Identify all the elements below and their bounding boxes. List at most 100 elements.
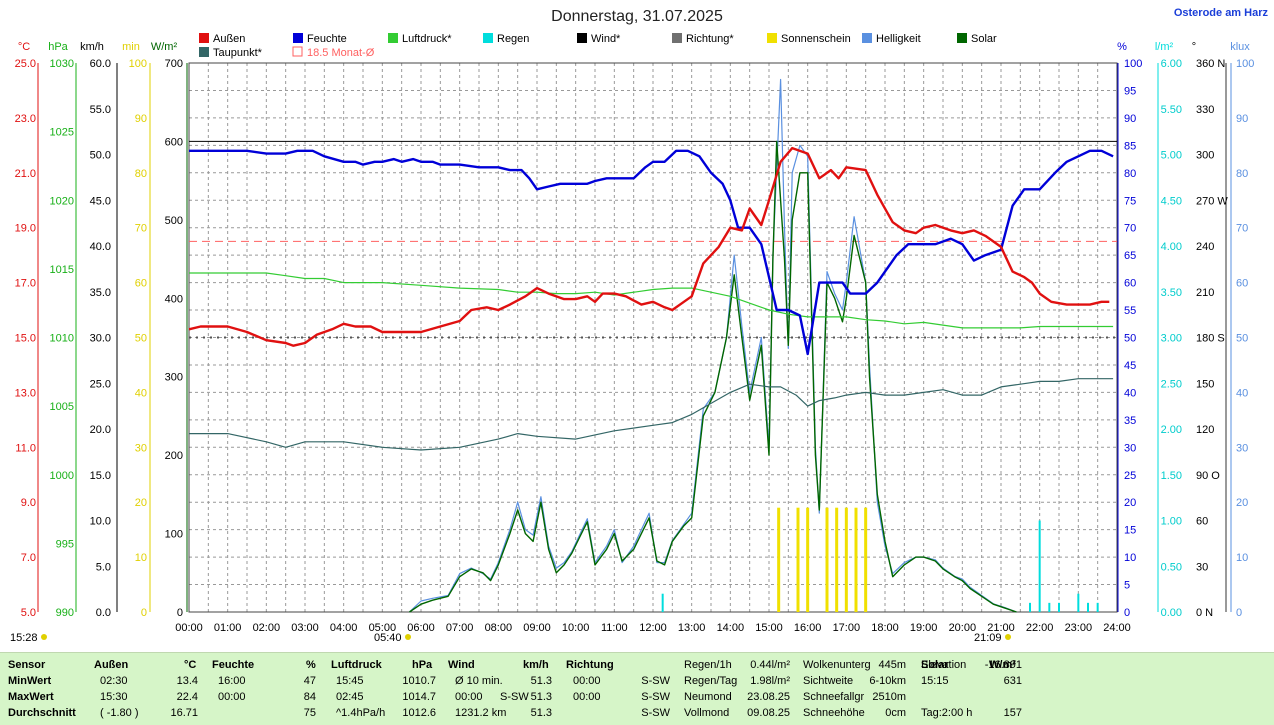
tick-label: 5.0 [96,561,111,573]
hdr-druck: Luftdruck [331,659,382,671]
tick-label: 30 [135,442,147,454]
tick-label: 50 [135,333,147,345]
rain-bar [1087,602,1089,612]
hdr-wind: Wind [448,659,475,671]
x-tick-label: 05:00 [369,622,397,634]
richtung-value: S-SW [641,707,670,719]
tick-label: 40 [135,387,147,399]
richtung-value: S-SW [641,675,670,687]
feuchte-time: 00:00 [218,691,246,703]
x-tick-label: 20:00 [949,622,977,634]
misc-label: Vollmond [684,707,730,719]
tick-label: 45.0 [90,195,111,207]
tick-label: 21.0 [15,168,36,180]
wind-value: 51.3 [530,691,552,703]
misc-value: 23.08.25 [747,691,790,703]
tick-label: 20 [1236,497,1248,509]
tick-label: 0.50 [1161,561,1182,573]
tick-label: 990 [56,607,74,619]
x-tick-label: 00:00 [175,622,203,634]
hdr-feuchte: Feuchte [212,659,255,671]
wind-direction: S-SW [500,691,529,703]
tick-label: 90 O [1196,470,1220,482]
legend-label: Regen [497,33,529,45]
sunshine-bar [864,507,868,612]
tick-label: 1020 [50,195,74,207]
misc-label: Regen/1h [684,659,732,671]
misc-label: Tag:2:00 h [921,707,973,719]
tick-label: 65 [1124,250,1136,262]
x-tick-label: 02:00 [253,622,281,634]
x-tick-label: 22:00 [1026,622,1054,634]
tick-label: 5 [1124,580,1130,592]
sunshine-bar [777,507,781,612]
legend-swatch [862,33,872,43]
feuchte-value: 84 [303,691,316,703]
misc-value: 0cm [885,707,906,719]
tick-label: 80 [1124,168,1136,180]
aussen-time: 15:30 [100,691,128,703]
legend-swatch [388,33,398,43]
tick-label: 150 [1196,378,1214,390]
misc-label: Neumond [684,691,732,703]
misc-label: Wolkenunterg [803,659,871,671]
tick-label: 30.0 [90,333,111,345]
aussen-value: 22.4 [176,691,198,703]
rain-bar [1029,602,1031,612]
tick-label: 50.0 [90,150,111,162]
legend-swatch [199,33,209,43]
misc-label: Regen/Tag [684,675,738,687]
rain-bar [1096,602,1099,612]
tick-label: 1030 [50,58,74,70]
tick-label: 40 [1124,387,1136,399]
solar-line [409,140,1017,613]
druck-value: 1014.7 [402,691,436,703]
tick-label: 70 [135,223,147,235]
tick-label: 7.0 [21,552,36,564]
wind-time: 00:00 [455,691,483,703]
tick-label: 80 [1236,168,1248,180]
wind-value: 51.3 [530,707,552,719]
tick-label: 9.0 [21,497,36,509]
x-tick-label: 18:00 [871,622,899,634]
legend-label: Taupunkt* [213,47,263,59]
tick-label: 100 [165,529,183,541]
druck-time: ^1.4hPa/h [336,707,386,719]
tick-label: 1.50 [1161,470,1182,482]
tick-label: 75 [1124,195,1136,207]
tick-label: 25.0 [90,378,111,390]
misc-label: Sichtweite [803,675,854,687]
tick-label: 23.0 [15,113,36,125]
row-label: MaxWert [8,691,54,703]
sunset-marker [1005,634,1011,640]
legend-swatch [483,33,493,43]
legend-swatch [767,33,777,43]
x-tick-label: 06:00 [407,622,435,634]
x-tick-label: 09:00 [523,622,551,634]
x-tick-label: 14:00 [717,622,745,634]
tick-label: 30 [1196,561,1208,573]
tick-label: 19.0 [15,223,36,235]
pressure-line [189,272,1114,329]
wind-unit: km/h [80,41,104,53]
tick-label: 90 [1236,113,1248,125]
legend-label: Luftdruck* [402,33,452,45]
tick-label: 360 N [1196,58,1225,70]
tick-label: 100 [1236,58,1254,70]
tick-label: 35 [1124,415,1136,427]
tick-label: 60.0 [90,58,111,70]
temp-unit: °C [18,41,30,53]
tick-label: 10 [1124,552,1136,564]
misc-label: Elevation [921,659,967,671]
tick-label: 0.0 [96,607,111,619]
tick-label: 6.00 [1161,58,1182,70]
rain-bar [1077,593,1080,612]
misc-value: 6-10km [869,675,906,687]
tick-label: 60 [1196,516,1208,528]
tick-label: 2.00 [1161,424,1182,436]
tick-label: 1.00 [1161,516,1182,528]
tick-label: 0 [1124,607,1130,619]
tick-label: 995 [56,538,74,550]
legend-label: Außen [213,33,245,45]
misc-value: -16.891 [984,659,1022,671]
